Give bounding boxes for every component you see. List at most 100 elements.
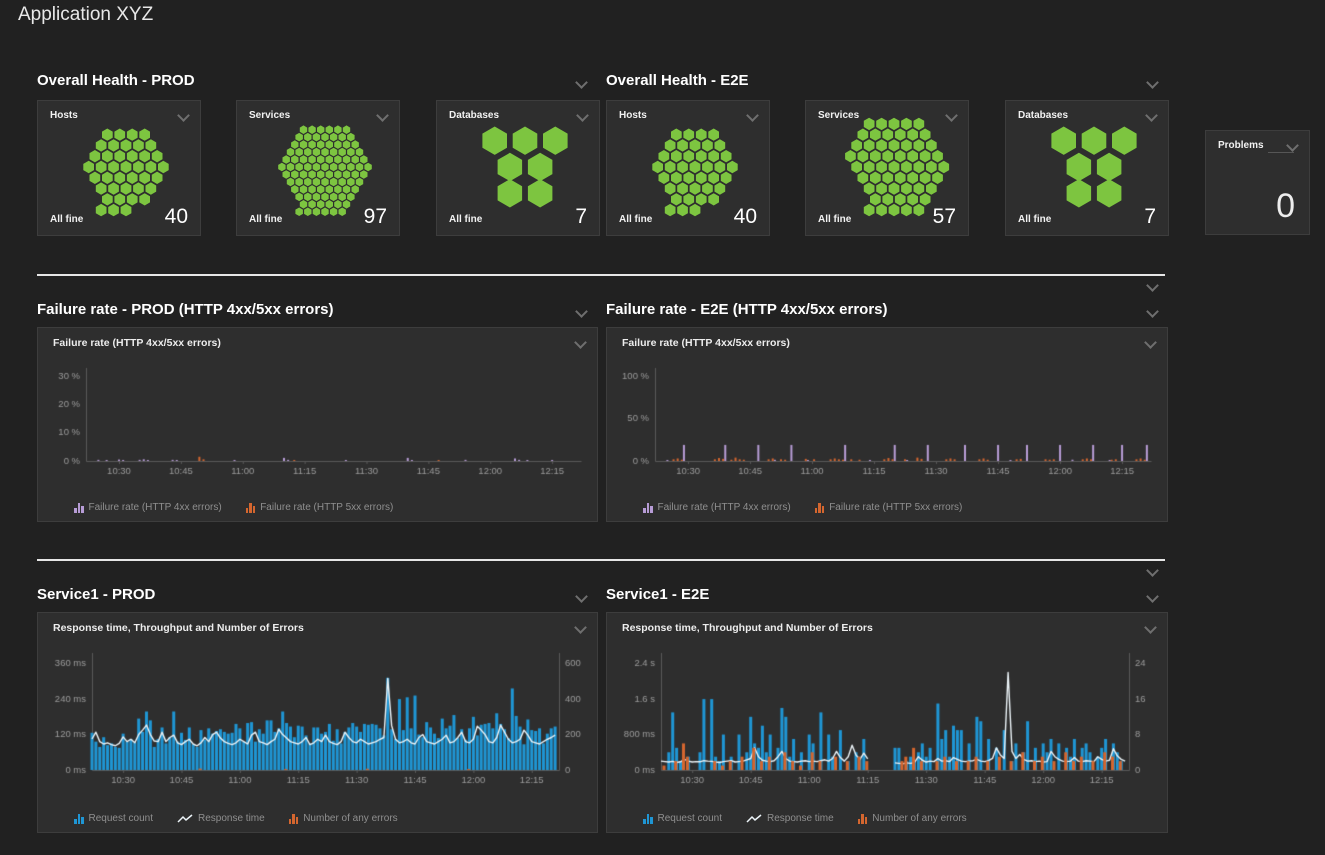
- health-tile-databases-e2e[interactable]: Databases All fine 7: [1005, 100, 1169, 236]
- failure-prod-chart-canvas[interactable]: [38, 354, 597, 491]
- hexagon-health-unit: [683, 150, 695, 163]
- problems-tile[interactable]: Problems 0: [1205, 130, 1310, 235]
- hexagon-health-unit: [321, 162, 329, 172]
- hexagon-health-unit: [702, 160, 713, 174]
- chevron-down-icon[interactable]: [1286, 139, 1299, 152]
- hexagon-health-unit: [321, 192, 329, 202]
- chevron-down-icon[interactable]: [1144, 336, 1157, 349]
- hexagon-health-unit: [876, 117, 887, 131]
- service-e2e-chart-canvas[interactable]: [607, 639, 1167, 802]
- chevron-down-icon[interactable]: [575, 305, 588, 318]
- hexagon-health-unit: [1051, 126, 1076, 155]
- chevron-down-icon[interactable]: [574, 621, 587, 634]
- hexagon-health-unit: [677, 203, 688, 217]
- hexagon-health-unit: [329, 132, 338, 142]
- chevron-down-icon[interactable]: [1144, 621, 1157, 634]
- hexagon-health-unit: [282, 155, 290, 164]
- health-tile-services-prod[interactable]: Services All fine 97: [236, 100, 400, 236]
- health-tile-databases-prod[interactable]: Databases All fine 7: [436, 100, 600, 236]
- chevron-down-icon[interactable]: [575, 76, 588, 89]
- hexagon-health-unit: [695, 128, 707, 141]
- legend-item[interactable]: Failure rate (HTTP 5xx errors): [245, 502, 393, 513]
- legend-item[interactable]: Number of any errors: [857, 813, 967, 824]
- legend-item[interactable]: Number of any errors: [288, 813, 398, 824]
- failure-e2e-chart-canvas[interactable]: [607, 354, 1167, 491]
- hexagon-health-unit: [714, 139, 726, 152]
- chevron-down-icon[interactable]: [945, 109, 958, 122]
- legend-item[interactable]: Failure rate (HTTP 5xx errors): [814, 502, 962, 513]
- hexagon-health-unit: [876, 182, 887, 195]
- chevron-down-icon[interactable]: [576, 109, 589, 122]
- hexagon-health-unit: [295, 192, 303, 202]
- chevron-down-icon[interactable]: [746, 109, 759, 122]
- line-series-icon: [746, 813, 762, 823]
- hexagon-health-unit: [1096, 179, 1122, 208]
- hexagon-health-unit: [342, 200, 351, 209]
- chevron-down-icon[interactable]: [376, 109, 389, 122]
- hexagon-health-unit: [299, 185, 308, 194]
- bar-series-icon: [643, 502, 653, 513]
- health-tile-status: All fine: [249, 214, 283, 225]
- hexagon-health-unit: [355, 162, 364, 172]
- health-tile-status: All fine: [818, 214, 852, 225]
- hexagon-health-unit: [120, 160, 132, 174]
- legend-item[interactable]: Failure rate (HTTP 4xx errors): [74, 502, 222, 513]
- chevron-down-icon[interactable]: [1145, 109, 1158, 122]
- hexagon-health-unit: [108, 160, 119, 174]
- hexagon-health-unit: [329, 177, 338, 187]
- hexagon-health-unit: [714, 182, 726, 195]
- legend-item[interactable]: Request count: [74, 813, 153, 824]
- hexagon-health-unit: [926, 182, 937, 195]
- chevron-down-icon[interactable]: [575, 590, 588, 603]
- health-tile-hosts-prod[interactable]: Hosts All fine 40: [37, 100, 201, 236]
- service-prod-chart-tile[interactable]: Response time, Throughput and Number of …: [37, 612, 598, 833]
- chevron-down-icon[interactable]: [1146, 590, 1159, 603]
- hexagon-health-unit: [695, 150, 707, 163]
- hexagon-health-unit: [321, 207, 329, 216]
- hexagon-health-unit: [1081, 126, 1107, 155]
- chevron-down-icon[interactable]: [574, 336, 587, 349]
- health-tile-hosts-e2e[interactable]: Hosts All fine 40: [606, 100, 770, 236]
- hexagon-health-unit: [291, 170, 299, 179]
- service-prod-legend: Request count Response time Number of any …: [74, 813, 398, 824]
- hexagon-health-unit: [126, 150, 138, 163]
- hexagon-health-unit: [304, 177, 312, 187]
- hexagon-health-unit: [689, 160, 701, 174]
- hexagon-health-unit: [863, 203, 875, 217]
- hexagon-health-unit: [338, 132, 346, 142]
- hexagon-health-unit: [664, 139, 676, 152]
- failure-e2e-chart-tile[interactable]: Failure rate (HTTP 4xx/5xx errors) Failu…: [606, 327, 1168, 522]
- hexagon-health-unit: [295, 147, 303, 157]
- hexagon-health-unit: [312, 162, 321, 172]
- hexagon-health-unit: [664, 160, 676, 174]
- hexagon-health-unit: [851, 160, 862, 174]
- hexagon-health-unit: [913, 203, 925, 217]
- hexagon-health-unit: [126, 171, 138, 184]
- hexagon-health-unit: [295, 162, 303, 172]
- legend-item[interactable]: Failure rate (HTTP 4xx errors): [643, 502, 791, 513]
- hexagon-health-unit: [919, 171, 931, 184]
- hexagon-health-unit: [913, 182, 925, 195]
- legend-item[interactable]: Request count: [643, 813, 722, 824]
- hexagon-health-unit: [278, 162, 286, 172]
- legend-item[interactable]: Response time: [177, 813, 265, 824]
- service-e2e-chart-tile[interactable]: Response time, Throughput and Number of …: [606, 612, 1168, 833]
- chevron-down-icon[interactable]: [1146, 564, 1159, 577]
- legend-label: Request count: [657, 813, 723, 824]
- failure-prod-chart-tile[interactable]: Failure rate (HTTP 4xx/5xx errors) Failu…: [37, 327, 598, 522]
- section-header-service-prod: Service1 - PROD: [37, 586, 156, 603]
- chevron-down-icon[interactable]: [1146, 305, 1159, 318]
- health-tile-services-e2e[interactable]: Services All fine 57: [805, 100, 969, 236]
- hexagon-health-unit: [863, 160, 875, 174]
- hexagon-health-unit: [527, 179, 553, 208]
- section-header-failure-prod: Failure rate - PROD (HTTP 4xx/5xx errors…: [37, 301, 334, 318]
- chevron-down-icon[interactable]: [1146, 76, 1159, 89]
- chevron-down-icon[interactable]: [177, 109, 190, 122]
- hexagon-health-unit: [342, 185, 351, 194]
- legend-item[interactable]: Response time: [746, 813, 834, 824]
- hexagon-health-unit: [347, 177, 355, 187]
- hexagon-health-unit: [876, 160, 887, 174]
- chevron-down-icon[interactable]: [1146, 279, 1159, 292]
- bar-series-icon: [245, 502, 256, 513]
- service-prod-chart-canvas[interactable]: [38, 639, 597, 802]
